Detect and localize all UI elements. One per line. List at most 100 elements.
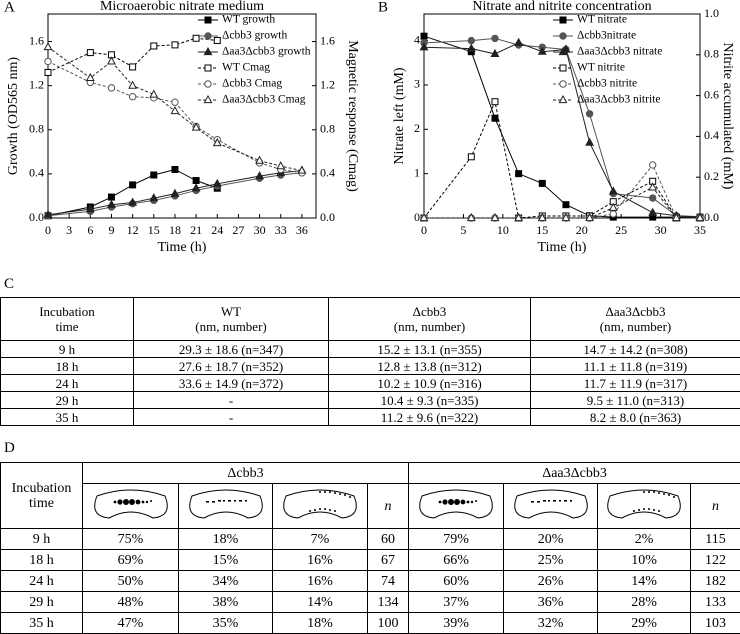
series-line xyxy=(48,169,217,215)
cell-icon xyxy=(416,484,496,524)
legend-label: WT nitrate xyxy=(577,14,627,26)
y-tick-label: 2 xyxy=(414,121,420,135)
y-tick-label: 0.4 xyxy=(29,166,44,180)
cell: 8.2 ± 8.0 (n=363) xyxy=(531,409,740,426)
group-header: Δaa3Δcbb3 xyxy=(409,463,740,484)
header-units: (nm, number) xyxy=(329,319,530,334)
marker xyxy=(87,50,93,56)
x-tick-label: 30 xyxy=(655,223,667,237)
marker xyxy=(468,37,474,43)
marker xyxy=(130,182,136,188)
marker xyxy=(492,99,498,105)
legend-label: Δcbb3 growth xyxy=(222,30,287,42)
x-tick-label: 15 xyxy=(148,223,160,237)
marker xyxy=(193,178,199,184)
marker xyxy=(468,45,475,52)
legend-marker xyxy=(560,33,566,39)
cell: 29.3 ± 18.6 (n=347) xyxy=(134,341,329,358)
cell: 66% xyxy=(409,550,504,571)
cell: 29% xyxy=(598,613,691,634)
y2-tick-label: 0.4 xyxy=(704,128,719,142)
cell: - xyxy=(134,392,329,409)
panel-label: B xyxy=(378,0,388,15)
data-row: 35 h-11.2 ± 9.6 (n=322)8.2 ± 8.0 (n=363) xyxy=(1,409,740,426)
y-tick-label: 0.0 xyxy=(29,210,44,224)
cell: 67 xyxy=(368,550,409,571)
x-tick-label: 36 xyxy=(296,223,308,237)
n-header: n xyxy=(691,484,740,529)
x-axis-label: Time (h) xyxy=(158,240,207,255)
marker xyxy=(130,64,136,70)
data-row: 29 h-10.4 ± 9.3 (n=335)9.5 ± 11.0 (n=313… xyxy=(1,392,740,409)
y2-tick-label: 0.0 xyxy=(320,210,335,224)
cell: 38% xyxy=(179,592,273,613)
panel-label: C xyxy=(4,276,14,293)
y2-tick-label: 0.8 xyxy=(704,47,719,61)
y2-tick-label: 0.6 xyxy=(704,87,719,101)
x-tick-label: 24 xyxy=(211,223,223,237)
legend-marker xyxy=(205,17,211,23)
group-header: Δcbb3 xyxy=(83,463,409,484)
marker xyxy=(87,74,94,81)
cell: 26% xyxy=(504,571,598,592)
x-tick-label: 30 xyxy=(254,223,266,237)
series-line xyxy=(424,165,700,218)
cell: 115 xyxy=(691,529,740,550)
x-tick-label: 15 xyxy=(536,223,548,237)
cell: 60% xyxy=(409,571,504,592)
cell: 11.2 ± 9.6 (n=322) xyxy=(329,409,531,426)
x-tick-label: 21 xyxy=(190,223,202,237)
cell: 10.2 ± 10.9 (n=316) xyxy=(329,375,531,392)
cell: 18 h xyxy=(1,550,83,571)
y2-tick-label: 0.4 xyxy=(320,166,335,180)
cell-icon xyxy=(280,484,360,524)
cell: 34% xyxy=(179,571,273,592)
cell: 69% xyxy=(83,550,179,571)
x-tick-label: 0 xyxy=(45,223,51,237)
y-tick-label: 0.8 xyxy=(29,122,44,136)
marker xyxy=(129,94,135,100)
cell: 50% xyxy=(83,571,179,592)
y2-tick-label: 1.2 xyxy=(320,77,335,91)
cell-icon xyxy=(511,484,591,524)
x-tick-label: 6 xyxy=(87,223,93,237)
header-cell: Δcbb3(nm, number) xyxy=(329,298,531,341)
cell: 14% xyxy=(273,592,368,613)
x-tick-label: 12 xyxy=(127,223,139,237)
legend-marker xyxy=(205,33,211,39)
y-tick-label: 4 xyxy=(414,32,420,46)
header-text: WT xyxy=(134,304,328,319)
header-text: Δaa3Δcbb3 xyxy=(531,304,740,319)
x-tick-label: 0 xyxy=(421,223,427,237)
marker xyxy=(610,187,617,194)
y-tick-label: 0 xyxy=(414,210,420,224)
marker xyxy=(563,202,569,208)
x-tick-label: 9 xyxy=(108,223,114,237)
chart-title: Microaerobic nitrate medium xyxy=(100,0,264,14)
marker xyxy=(610,211,616,217)
legend-marker xyxy=(560,65,566,71)
x-tick-label: 35 xyxy=(694,223,706,237)
y2-tick-label: 1.6 xyxy=(320,33,335,47)
cell: 16% xyxy=(273,550,368,571)
legend-marker xyxy=(560,81,566,87)
marker xyxy=(586,111,592,117)
x-tick-label: 18 xyxy=(169,223,181,237)
cell: 28% xyxy=(598,592,691,613)
header-text: Incubation time xyxy=(2,481,82,511)
cell: - xyxy=(134,409,329,426)
icon-cell xyxy=(598,484,691,529)
cell: 16% xyxy=(273,571,368,592)
legend-marker xyxy=(204,48,211,55)
y-axis-label: Nitrate left (mM) xyxy=(392,67,407,165)
cell: 47% xyxy=(83,613,179,634)
